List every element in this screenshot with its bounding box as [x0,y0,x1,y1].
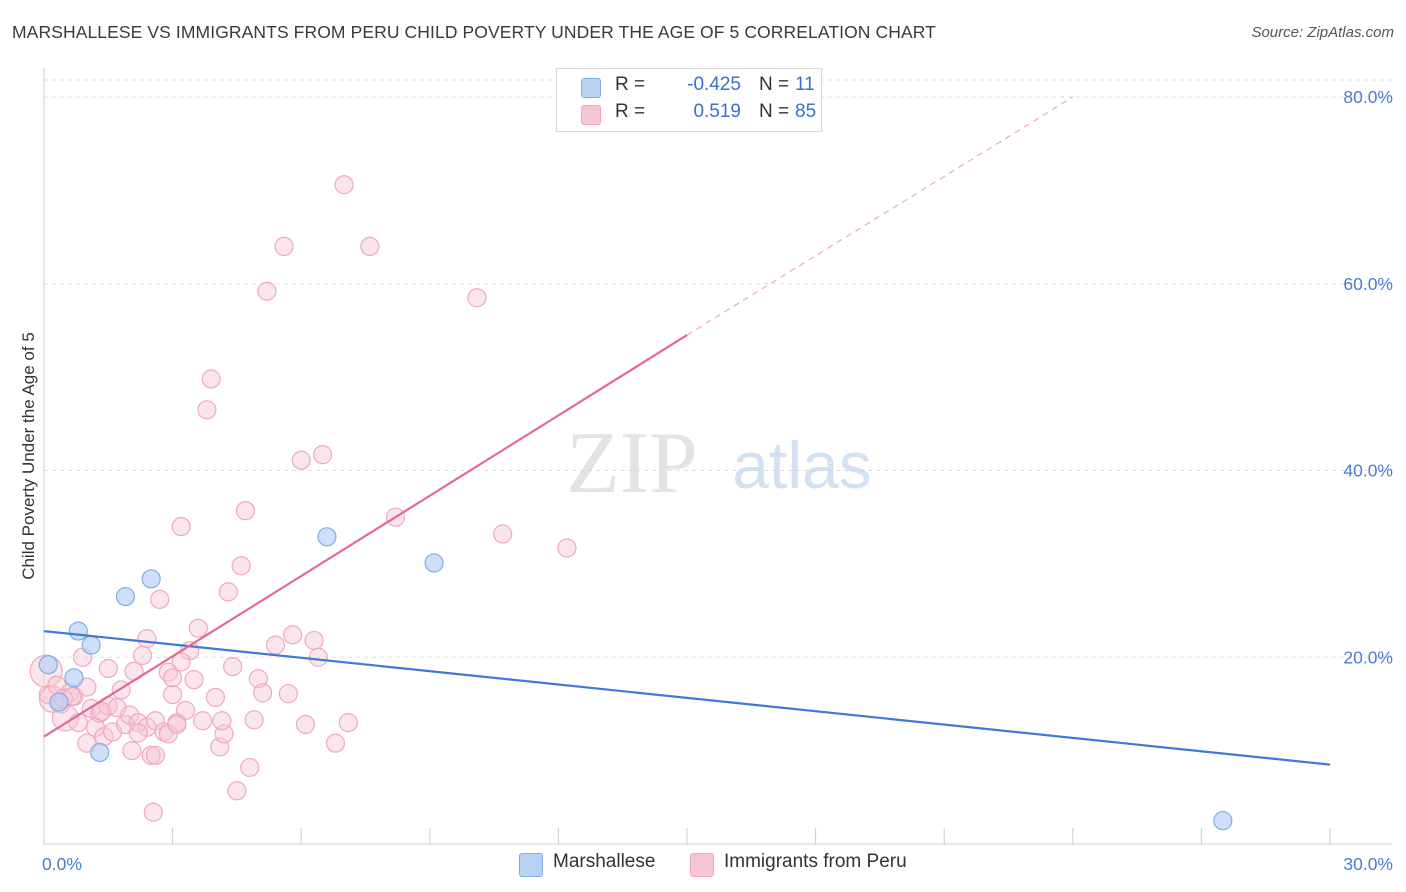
marshallese-point [38,655,58,675]
peru-point [92,701,112,722]
marshallese-point [115,586,136,607]
peru-point [137,628,157,649]
peru-point [295,714,316,735]
marshallese-point [1213,811,1233,831]
peru-point [278,684,298,704]
axes [43,68,1392,845]
peru-point [325,733,346,753]
peru-point [334,175,354,195]
peru-point [360,236,380,256]
trend-lines [43,96,1331,766]
peru-point [132,645,153,665]
peru-point [171,516,191,537]
legend-r-label: R = [615,101,646,122]
peru-point [197,400,217,420]
legend-n-value: 11 [795,74,815,95]
peru-trend-extension [686,96,1074,336]
peru-point [184,670,204,690]
peru-point [128,723,148,743]
peru-trend-line [43,334,688,738]
watermark: ZIP atlas [566,415,872,512]
series-immigrants-from-peru [29,175,577,822]
marshallese-swatch [581,78,601,98]
peru-point [240,757,260,778]
peru-point [283,625,303,645]
marshallese-point [424,553,444,573]
peru-point [493,524,513,544]
peru-point [223,656,243,677]
peru-point [265,635,286,655]
peru-point [77,677,97,697]
peru-point [77,733,97,753]
marshallese-point [49,692,69,712]
peru-point [227,781,247,801]
y-axis-label: Child Poverty Under the Age of 5 [19,332,38,580]
marshallese-legend-swatch [519,853,543,877]
marshallese-point [317,527,337,547]
tick-labels: 20.0% 40.0% 60.0% 80.0% 0.0% 30.0% [42,87,1393,874]
peru-point [188,618,208,638]
marshallese-point [68,621,88,641]
peru-point [122,741,142,761]
peru-swatch [581,105,601,125]
legend-n-value: 85 [795,101,817,122]
peru-point [235,501,256,521]
peru-point [304,630,324,651]
correlation-legend: R = -0.425 N = 11 R = 0.519 N = 85 [556,68,822,132]
peru-point [257,281,277,301]
peru-point [313,445,333,465]
x-tick-label: 30.0% [1343,854,1393,874]
peru-point [171,652,191,672]
peru-point [143,802,163,822]
legend-n-label: N = [759,101,790,122]
peru-point [145,745,166,765]
peru-point [193,711,213,731]
peru-legend-swatch [690,853,714,877]
peru-point [201,369,221,389]
marshallese-point [64,668,84,688]
y-tick-label: 80.0% [1343,87,1393,107]
legend-n-label: N = [759,74,790,95]
marshallese-trend-line [43,630,1331,766]
peru-point [212,711,232,731]
peru-point [141,745,161,765]
peru-point [218,582,238,602]
y-tick-label: 60.0% [1343,274,1393,294]
peru-point [98,658,118,679]
peru-point [205,687,226,708]
legend-r-value: -0.425 [687,74,741,95]
marshallese-point [141,569,161,589]
marshallese-point [90,742,110,763]
peru-point [253,683,273,703]
watermark-atlas: atlas [732,428,871,502]
peru-point [467,288,487,308]
y-tick-label: 40.0% [1343,461,1393,481]
peru-point [291,450,311,470]
peru-point [308,647,328,667]
peru-point [128,713,148,733]
x-tick-label: 0.0% [42,854,82,874]
legend-r-label: R = [615,74,646,95]
peru-point [163,684,183,705]
peru-point [338,713,358,733]
marshallese-point [81,635,101,655]
peru-point [175,700,196,721]
peru-point [167,714,187,735]
series-marshallese [38,527,1233,831]
legend-r-value: 0.519 [693,101,741,122]
peru-point [244,710,264,730]
y-tick-label: 20.0% [1343,647,1393,667]
source-label: Source: ZipAtlas.com [1251,24,1394,41]
watermark-zip: ZIP [566,415,698,512]
peru-point [274,236,294,256]
peru-point [231,556,251,576]
chart-title: MARSHALLESE VS IMMIGRANTS FROM PERU CHIL… [12,22,936,42]
bottom-legend-label: Immigrants from Peru [724,851,907,872]
peru-point [150,589,170,609]
peru-point [557,538,577,558]
bottom-legend-label: Marshallese [553,851,656,872]
peru-point [163,668,183,688]
